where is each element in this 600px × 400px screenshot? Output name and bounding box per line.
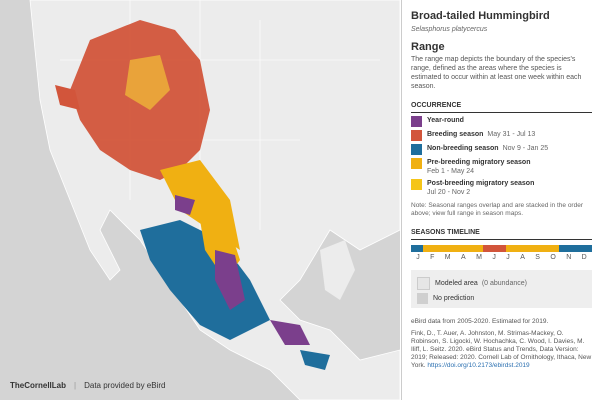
month-label: S [535, 254, 540, 261]
occurrence-item: Non-breeding season Nov 9 - Jan 25 [411, 144, 592, 155]
modeled-label: Modeled area [435, 280, 478, 287]
item-label: Non-breeding season [427, 145, 499, 152]
map [0, 0, 400, 400]
no-prediction-label: No prediction [433, 295, 475, 302]
item-text: Non-breeding season Nov 9 - Jan 25 [427, 144, 548, 153]
swatch [411, 130, 422, 141]
legend-panel: Broad-tailed Hummingbird Selasphorus pla… [401, 0, 600, 400]
month-label: D [581, 254, 587, 261]
month-label: A [461, 254, 466, 261]
item-text: Post-breeding migratory season Jul 20 - N… [427, 179, 534, 197]
item-dates: Nov 9 - Jan 25 [502, 145, 549, 152]
range-heading: Range [411, 41, 445, 53]
item-label: Year-round [427, 117, 464, 124]
modeled-note: (0 abundance) [481, 280, 527, 287]
swatch [411, 158, 422, 169]
occurrence-item: Pre-breeding migratory season Feb 1 - May… [411, 158, 592, 176]
note: Note: Seasonal ranges overlap and are st… [411, 202, 583, 217]
lab-logo: TheCornellLab [10, 380, 67, 390]
month-label: J [492, 254, 496, 261]
occurrence-heading: OCCURRENCE [411, 101, 592, 113]
item-label: Breeding season [427, 131, 484, 138]
provider: Data provided by eBird [84, 380, 166, 390]
item-dates: Jul 20 - Nov 2 [427, 189, 471, 196]
occurrence-item: Year-round [411, 116, 592, 127]
timeline-bar [411, 245, 592, 252]
item-text: Year-round [427, 116, 464, 125]
occurrence-item: Breeding season May 31 - Jul 13 [411, 130, 592, 141]
data-years: eBird data from 2005-2020. Estimated for… [411, 318, 549, 325]
credits: TheCornellLab | Data provided by eBird [10, 380, 166, 390]
citation: Fink, D., T. Auer, A. Johnston, M. Strim… [411, 330, 592, 369]
swatch [411, 116, 422, 127]
month-label: F [430, 254, 435, 261]
item-text: Pre-breeding migratory season Feb 1 - May… [427, 158, 530, 176]
item-dates: Feb 1 - May 24 [427, 168, 475, 175]
occurrence-list: Year-round Breeding season May 31 - Jul 13… [411, 116, 592, 197]
doi-link[interactable]: https://doi.org/10.2173/ebirdst.2019 [427, 362, 530, 369]
item-label: Pre-breeding migratory season [427, 159, 531, 166]
range-description: The range map depicts the boundary of th… [411, 56, 582, 90]
title: Broad-tailed Hummingbird [411, 10, 550, 22]
month-label: N [566, 254, 572, 261]
month-label: J [416, 254, 420, 261]
item-label: Post-breeding migratory season [427, 180, 535, 187]
item-dates: May 31 - Jul 13 [487, 131, 536, 138]
month-label: A [520, 254, 525, 261]
swatch [411, 179, 422, 190]
timeline-heading: SEASONS TIMELINE [411, 228, 592, 240]
item-text: Breeding season May 31 - Jul 13 [427, 130, 535, 139]
subtitle: Selasphorus platycercus [411, 26, 488, 33]
month-label: M [444, 254, 451, 261]
month-label: O [550, 254, 556, 261]
occurrence-item: Post-breeding migratory season Jul 20 - N… [411, 179, 592, 197]
area-legend: Modeled area (0 abundance) No prediction [411, 270, 592, 308]
month-label: J [506, 254, 510, 261]
month-label: M [476, 254, 482, 261]
swatch [411, 144, 422, 155]
